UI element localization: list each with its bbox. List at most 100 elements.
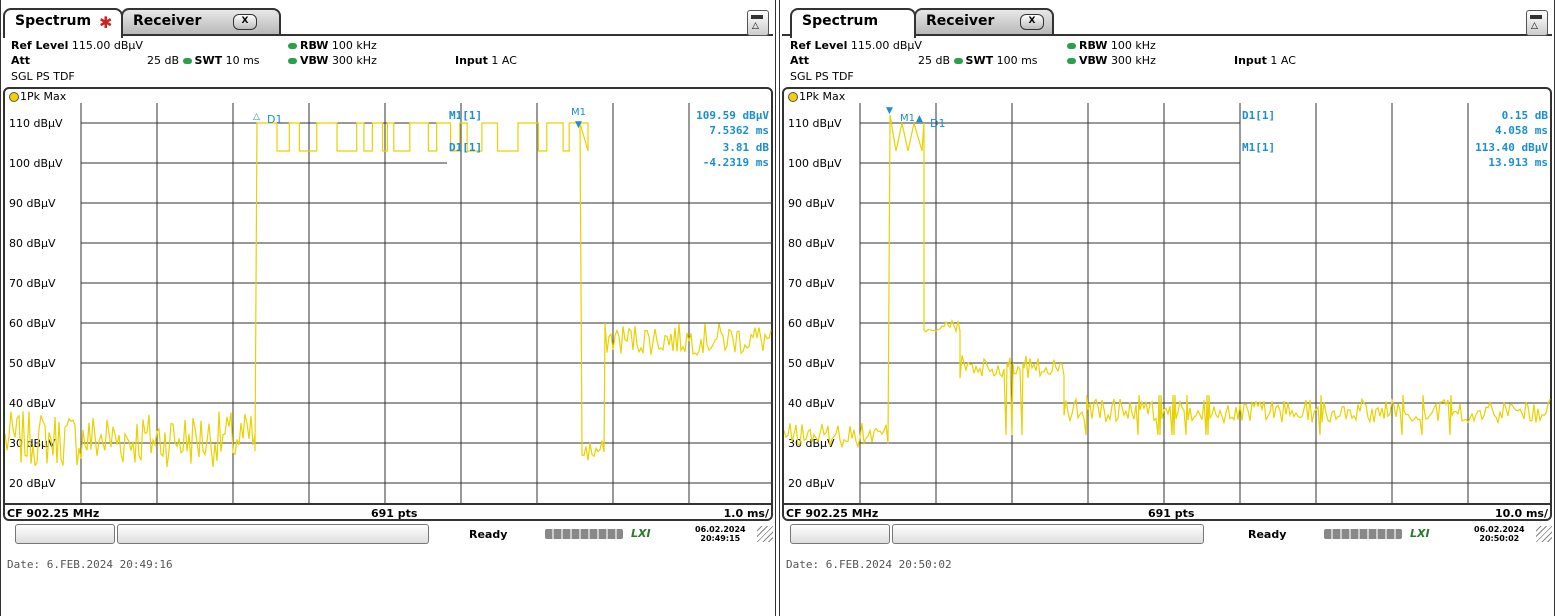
trace-marker-label: M1 [900, 113, 915, 124]
marker-value: -4.2319 ms [703, 156, 769, 169]
y-tick-label: 90 dBµV [9, 197, 56, 210]
rbw: RBW 100 kHz [1067, 39, 1156, 52]
y-tick-label: 50 dBµV [788, 357, 835, 370]
tab-bar: Spectrum Receiver X △ [782, 4, 1552, 38]
att-label: Att [11, 54, 31, 67]
input: Input 1 AC [1234, 54, 1296, 67]
point-count: 691 pts [1148, 507, 1195, 520]
y-tick-label: 40 dBµV [788, 397, 835, 410]
trace-marker-label: D1 [267, 113, 282, 126]
vbw: VBW 300 kHz [288, 54, 377, 67]
rbw: RBW 100 kHz [288, 39, 377, 52]
point-count: 691 pts [371, 507, 418, 520]
status-field-2[interactable] [117, 524, 429, 544]
status-bar: Ready LXI 06.02.2024 20:49:15 [5, 524, 775, 546]
y-tick-label: 110 dBµV [9, 117, 63, 130]
trace-indicator-icon [9, 92, 19, 102]
att-label: Att [790, 54, 810, 67]
marker-value: 109.59 dBµV [696, 109, 769, 122]
lxi-logo: LXI [1410, 527, 1430, 540]
spectrum-plot[interactable]: 110 dBµV 100 dBµV 90 dBµV 80 dBµV 70 dBµV 60 … [784, 89, 1554, 523]
time-scale: 10.0 ms/ [1495, 507, 1548, 520]
status-field-2[interactable] [892, 524, 1204, 544]
y-tick-label: 100 dBµV [9, 157, 63, 170]
sweep-mode: SGL PS TDF [11, 70, 75, 83]
tab-spectrum-label: Spectrum [15, 13, 92, 29]
resize-grip-icon[interactable] [757, 526, 773, 542]
input: Input 1 AC [455, 54, 517, 67]
marker-label: M1[1] [1242, 141, 1275, 154]
marker-value: 13.913 ms [1488, 156, 1548, 169]
trace-window: 1Pk Max 110 dBµV 100 dBµV 90 dBµV 80 dBµV 70… [3, 87, 773, 521]
y-tick-label: 60 dBµV [9, 317, 56, 330]
progress-meter [545, 529, 623, 539]
status-dot-icon [1067, 43, 1076, 49]
att-swt: 25 dB SWT 10 ms [147, 54, 260, 67]
layout-toggle-button[interactable]: △ [1526, 10, 1548, 36]
sweep-mode: SGL PS TDF [790, 70, 854, 83]
resize-grip-icon[interactable] [1536, 526, 1552, 542]
plot-footer: CF 902.25 MHz 691 pts 1.0 ms/ [3, 503, 773, 521]
status-bar: Ready LXI 06.02.2024 20:50:02 [784, 524, 1554, 546]
analyzer-screen-left: Spectrum ✱ Receiver X △ Ref Level 115.00… [0, 0, 776, 616]
tab-spectrum[interactable]: Spectrum [790, 8, 916, 38]
trace-marker-label: D1 [930, 117, 945, 130]
trace-indicator-icon [788, 92, 798, 102]
status-datetime: 06.02.2024 20:49:15 [695, 525, 746, 543]
status-dot-icon [288, 43, 297, 49]
marker-icon: ▼ [886, 106, 893, 116]
marker-label: D1[1] [1242, 109, 1275, 122]
att-swt: 25 dB SWT 100 ms [918, 54, 1038, 67]
trace-label: 1Pk Max [788, 90, 845, 103]
status-dot-icon [182, 58, 192, 64]
y-tick-label: 30 dBµV [788, 437, 835, 450]
spectrum-plot[interactable]: 110 dBµV 100 dBµV 90 dBµV 80 dBµV 70 dBµV 60 … [5, 89, 775, 523]
marker-value: 113.40 dBµV [1475, 141, 1548, 154]
tab-receiver[interactable]: Receiver X [121, 8, 281, 34]
ref-level: Ref Level 115.00 dBµV [790, 39, 922, 52]
time-scale: 1.0 ms/ [723, 507, 769, 520]
marker-value: 3.81 dB [723, 141, 770, 154]
tab-receiver[interactable]: Receiver X [914, 8, 1054, 34]
close-icon[interactable]: X [1020, 14, 1044, 30]
marker-icon: ▼ [575, 120, 582, 130]
ready-status: Ready [469, 528, 508, 541]
layout-toggle-button[interactable]: △ [747, 10, 769, 36]
capture-date: Date: 6.FEB.2024 20:50:02 [786, 558, 952, 571]
status-dot-icon [1067, 58, 1076, 64]
y-tick-label: 60 dBµV [788, 317, 835, 330]
plot-footer: CF 902.25 MHz 691 pts 10.0 ms/ [782, 503, 1552, 521]
y-tick-label: 20 dBµV [788, 477, 835, 490]
y-tick-label: 80 dBµV [9, 237, 56, 250]
marker-label: M1[1] [449, 109, 482, 122]
tab-bar: Spectrum ✱ Receiver X △ [3, 4, 773, 38]
trace-line [5, 122, 772, 468]
trace-marker-label: M1 [571, 107, 586, 118]
tab-receiver-label: Receiver [133, 13, 202, 29]
status-datetime: 06.02.2024 20:50:02 [1474, 525, 1525, 543]
status-dot-icon [953, 58, 963, 64]
ready-status: Ready [1248, 528, 1287, 541]
vbw: VBW 300 kHz [1067, 54, 1156, 67]
y-tick-label: 100 dBµV [788, 157, 842, 170]
tab-receiver-label: Receiver [926, 13, 995, 29]
marker-value: 4.058 ms [1495, 124, 1548, 137]
y-tick-label: 110 dBµV [788, 117, 842, 130]
analyzer-screen-right: Spectrum Receiver X △ Ref Level 115.00 d… [779, 0, 1555, 616]
trace-window: 1Pk Max 110 dBµV 100 dBµV 90 dBµV 80 dBµV 70… [782, 87, 1552, 521]
y-tick-label: 50 dBµV [9, 357, 56, 370]
y-tick-label: 70 dBµV [9, 277, 56, 290]
tab-spectrum[interactable]: Spectrum ✱ [3, 8, 123, 38]
ref-level: Ref Level 115.00 dBµV [11, 39, 143, 52]
trace-line [784, 114, 1551, 449]
y-tick-label: 40 dBµV [9, 397, 56, 410]
status-field-1[interactable] [15, 524, 115, 544]
status-field-1[interactable] [790, 524, 890, 544]
close-icon[interactable]: X [233, 14, 257, 30]
marker-label: D1[1] [449, 141, 482, 154]
y-tick-label: 80 dBµV [788, 237, 835, 250]
trace-label: 1Pk Max [9, 90, 66, 103]
y-tick-label: 90 dBµV [788, 197, 835, 210]
delta-marker-icon: ▲ [916, 114, 923, 124]
delta-marker-icon: △ [253, 112, 260, 122]
